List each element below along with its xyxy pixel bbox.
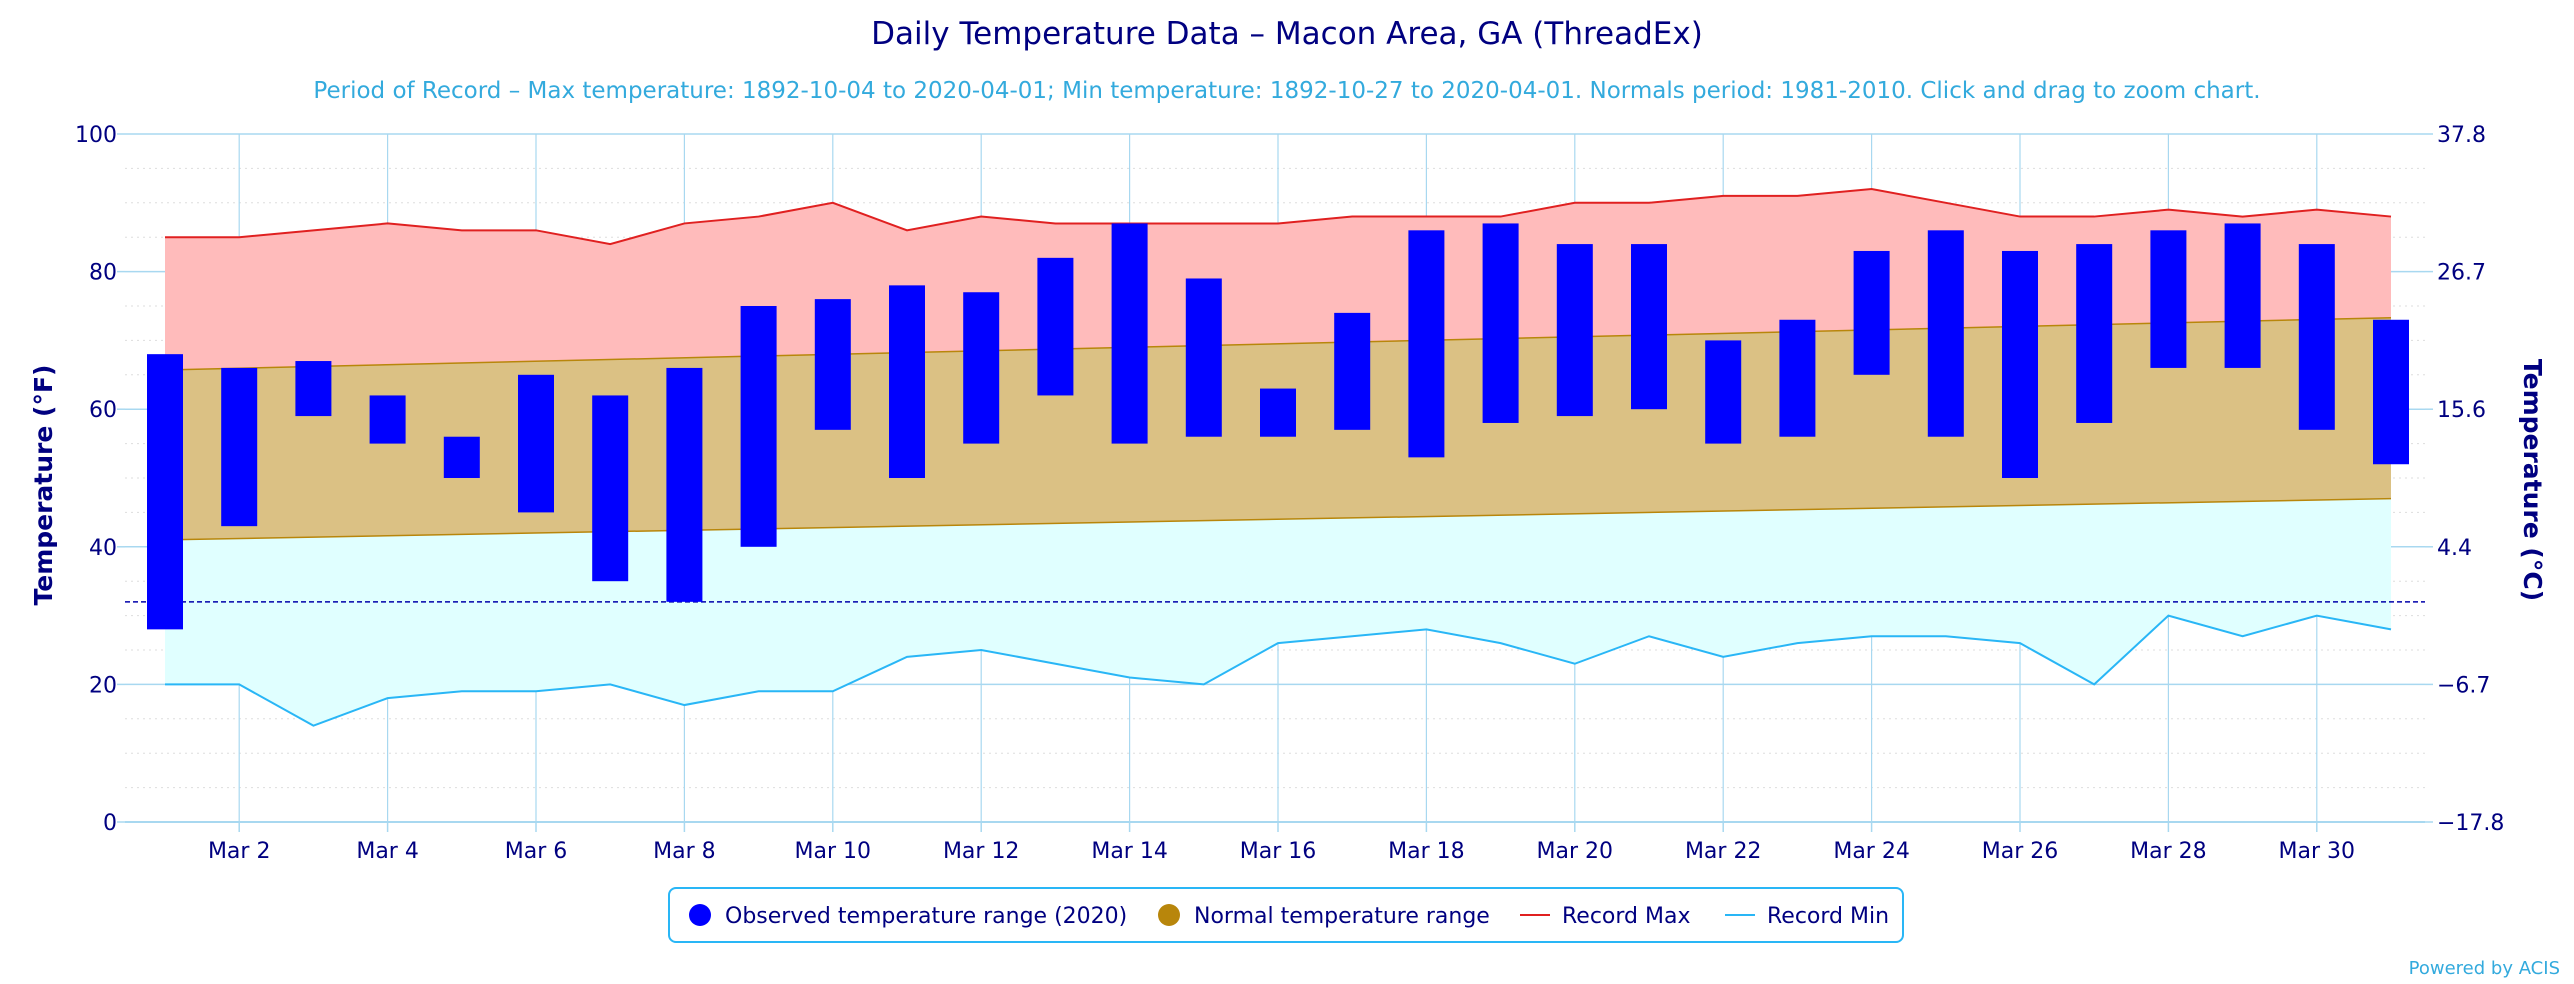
record-max-area <box>165 189 2391 370</box>
x-tick-label: Mar 12 <box>943 839 1020 864</box>
observed-bar <box>443 436 480 478</box>
observed-bar <box>2298 244 2335 430</box>
observed-bar <box>1408 230 1445 458</box>
credits-link[interactable]: Powered by ACIS <box>2409 958 2560 979</box>
y-tick-label-left: 40 <box>89 536 117 561</box>
observed-bar <box>1853 250 1890 375</box>
observed-bar <box>1334 312 1371 430</box>
observed-bar <box>2076 244 2113 423</box>
x-tick-label: Mar 26 <box>1982 839 2059 864</box>
legend-observed-marker <box>689 904 711 926</box>
observed-bar <box>2002 250 2038 478</box>
y-tick-label-right: 15.6 <box>2437 398 2486 423</box>
x-tick-label: Mar 22 <box>1685 839 1762 864</box>
y-tick-label-right: 37.8 <box>2437 123 2486 148</box>
legend-normal-label: Normal temperature range <box>1194 904 1490 929</box>
observed-bar <box>518 374 554 513</box>
observed-bar <box>2224 223 2261 368</box>
observed-bar <box>666 367 703 602</box>
observed-bar <box>2150 230 2187 368</box>
x-tick-label: Mar 30 <box>2279 839 2356 864</box>
x-tick-label: Mar 4 <box>356 839 419 864</box>
x-tick-label: Mar 18 <box>1388 839 1465 864</box>
axes: 0 −17.8 20 −6.7 40 4.4 60 15.6 80 26.7 100 37.8 Mar … <box>75 123 2504 864</box>
x-tick-label: Mar 16 <box>1240 839 1317 864</box>
y-tick-label-right: 26.7 <box>2437 261 2486 286</box>
observed-bar <box>295 361 332 417</box>
y-tick-label-left: 0 <box>103 811 117 836</box>
y-axis-title-right: Temperature (°C) <box>2518 359 2547 601</box>
y-axis-title-left: Temperature (°F) <box>29 365 58 606</box>
y-tick-label-right: −17.8 <box>2437 811 2504 836</box>
observed-bar <box>221 367 258 527</box>
y-tick-label-left: 20 <box>89 673 117 698</box>
observed-bar <box>740 306 777 547</box>
observed-bar <box>1037 257 1074 396</box>
legend-item-record-min[interactable]: Record Min <box>1725 904 1889 929</box>
x-tick-label: Mar 2 <box>208 839 271 864</box>
observed-bar <box>1260 388 1296 437</box>
legend-record-min-label: Record Min <box>1767 904 1889 929</box>
y-tick-label-left: 60 <box>89 398 117 423</box>
y-tick-label-right: −6.7 <box>2437 673 2490 698</box>
y-tick-label-left: 100 <box>75 123 117 148</box>
record-min-line <box>165 614 2392 727</box>
legend-item-record-max[interactable]: Record Max <box>1520 904 1691 929</box>
observed-bar <box>1705 340 1742 444</box>
x-tick-label: Mar 6 <box>505 839 568 864</box>
observed-bar <box>2373 319 2409 465</box>
normal-low-line <box>164 497 2392 541</box>
observed-bar <box>1927 230 1964 437</box>
x-tick-label: Mar 10 <box>795 839 872 864</box>
y-tick-label-right: 4.4 <box>2437 536 2472 561</box>
legend-box <box>668 887 1904 943</box>
legend-record-max-label: Record Max <box>1562 904 1691 929</box>
legend: Observed temperature range (2020) Normal… <box>668 887 1904 943</box>
x-tick-label: Mar 8 <box>653 839 716 864</box>
legend-item-observed[interactable]: Observed temperature range (2020) <box>689 904 1127 929</box>
chart-title: Daily Temperature Data – Macon Area, GA … <box>871 16 1703 52</box>
record-max-line <box>165 188 2392 246</box>
x-tick-label: Mar 20 <box>1537 839 1614 864</box>
legend-observed-label: Observed temperature range (2020) <box>725 904 1127 929</box>
observed-bar <box>1482 223 1519 423</box>
x-tick-label: Mar 24 <box>1833 839 1910 864</box>
legend-item-normal[interactable]: Normal temperature range <box>1158 904 1490 929</box>
x-tick-label: Mar 28 <box>2130 839 2207 864</box>
chart-subtitle: Period of Record – Max temperature: 1892… <box>313 78 2260 104</box>
observed-bar <box>1185 278 1222 437</box>
x-tick-label: Mar 14 <box>1091 839 1168 864</box>
observed-bar <box>1779 319 1816 437</box>
observed-bar <box>1111 223 1148 444</box>
observed-bar <box>963 292 1000 444</box>
observed-bar <box>592 395 629 582</box>
observed-bar <box>147 354 183 630</box>
observed-bar <box>889 285 925 478</box>
area-series <box>165 189 2391 726</box>
legend-normal-marker <box>1158 904 1180 926</box>
observed-bars <box>147 223 2409 630</box>
observed-bar <box>1556 244 1593 417</box>
record-min-area <box>165 498 2391 726</box>
observed-bar <box>369 395 406 444</box>
y-tick-label-left: 80 <box>89 261 117 286</box>
observed-bar <box>814 299 851 430</box>
observed-bar <box>1631 244 1667 410</box>
